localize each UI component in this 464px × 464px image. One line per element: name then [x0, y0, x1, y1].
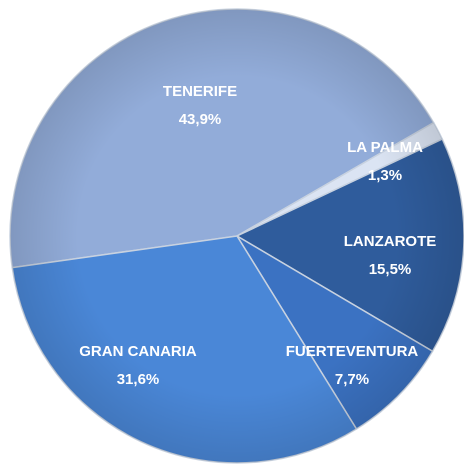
- slice-value-label: 31,6%: [117, 371, 160, 388]
- slice-value-label: 1,3%: [368, 167, 402, 184]
- slice-value-label: 15,5%: [369, 261, 412, 278]
- slice-label: TENERIFE: [163, 83, 237, 100]
- slice-label: LANZAROTE: [344, 233, 437, 250]
- slice-label: GRAN CANARIA: [79, 343, 197, 360]
- slice-value-label: 43,9%: [179, 111, 222, 128]
- slice-label: LA PALMA: [347, 139, 423, 156]
- labels: TENERIFE 43,9% LA PALMA 1,3% LANZAROTE 15,5% F…: [79, 83, 436, 388]
- slice-label: FUERTEVENTURA: [286, 343, 419, 360]
- slice-value-label: 7,7%: [335, 371, 369, 388]
